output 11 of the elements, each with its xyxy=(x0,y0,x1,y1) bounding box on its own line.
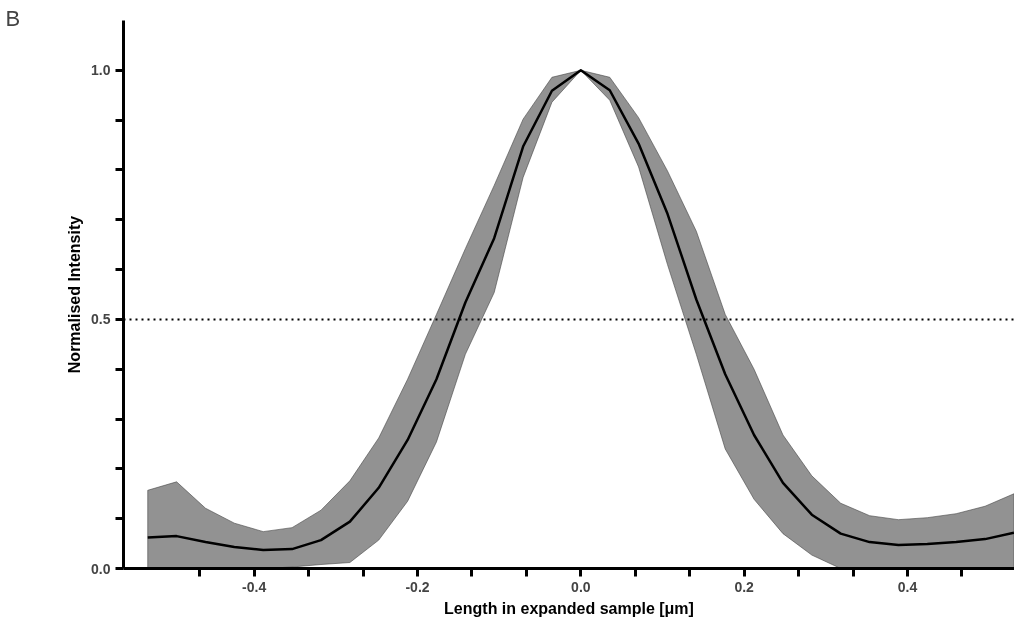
y-tick-label: 0.0 xyxy=(91,560,111,577)
x-tick-label: 0.4 xyxy=(897,578,918,595)
x-axis-title: Length in expanded sample [μm] xyxy=(444,599,694,617)
x-tick-label: -0.4 xyxy=(242,578,267,595)
text: B xyxy=(5,5,21,31)
x-tick-label: 0.2 xyxy=(734,578,755,595)
x-tick-label: 0.0 xyxy=(571,578,591,595)
y-tick-label: 1.0 xyxy=(91,62,111,79)
x-tick-label: -0.2 xyxy=(405,578,430,595)
y-axis-title: Normalised Intensity xyxy=(66,215,84,374)
y-tick-label: 0.5 xyxy=(91,311,111,328)
